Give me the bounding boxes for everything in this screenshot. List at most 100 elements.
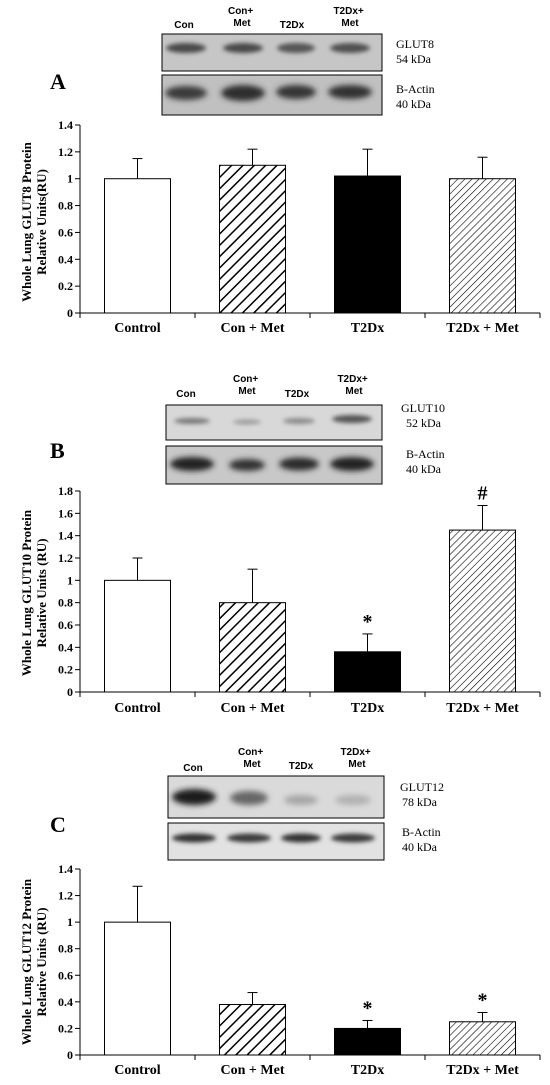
bar [334,1027,401,1056]
y-tick-label: 1.4 [58,118,73,132]
y-axis-label-line: Whole Lung GLUT12 Protein [19,878,34,1045]
blot-lane-label: T2Dx [280,20,305,31]
y-tick-label: 0.6 [58,968,73,982]
blot-target-kda: 78 kDa [402,795,438,809]
blot-bands-target [172,789,371,805]
panel-label-a: A [50,69,66,94]
y-tick-label: 0.4 [58,995,73,1009]
x-category-label: T2Dx [351,701,384,716]
blot-lane-label-line1: T2Dx+ [333,6,363,17]
x-category-label: T2Dx + Met [446,321,519,336]
y-axis-label: Whole Lung GLUT12 ProteinRelative Units … [19,878,49,1045]
bar [104,178,171,314]
blot-lane-label: Con [174,20,193,31]
significance-marker: * [363,997,373,1019]
western-blot-b: Con Con+ Met T2Dx T2Dx+ Met [165,374,445,485]
y-axis-label: Whole Lung GLUT10 ProteinRelative Units … [19,509,49,676]
blot-target-name: GLUT8 [396,37,434,51]
blot-lane-label: T2Dx+ Met [333,6,366,29]
y-tick-label: 1 [67,573,73,587]
blot-lane-label-line2: Met [345,386,363,397]
western-blot-c: Con Con+ Met T2Dx T2Dx+ Met [167,747,444,861]
y-axis-label-line: Relative Units (RU) [34,907,49,1016]
blot-bands-control [172,833,375,843]
y-tick-label: 1.4 [58,529,73,543]
blot-lane-label: Con [176,389,195,400]
x-category-label: Con + Met [221,701,285,716]
blot-lane-label: T2Dx [289,761,314,772]
y-tick-label: 1.8 [58,484,73,498]
bar [104,579,171,693]
y-tick-label: 0.6 [58,618,73,632]
blot-target-kda: 54 kDa [396,52,432,66]
panel-label-b: B [50,438,65,463]
y-tick-label: 0.8 [58,199,73,213]
blot-bands-control [165,85,372,101]
blot-lane-label: Con+ Met [238,747,266,770]
blot-lane-label-line1: Con+ [233,374,258,385]
blot-lane-label-line2: Met [243,759,261,770]
y-tick-label: 0.8 [58,942,73,956]
bar-chart-c: 0 0.2 0.4 0.6 0.8 1 1.2 1.4 Control Con + Met T2Dx… [19,862,541,1078]
blot-lane-label-line1: T2Dx+ [337,374,367,385]
significance-marker: * [478,989,488,1011]
y-axis-label-line: Whole Lung GLUT10 Protein [19,509,34,676]
blot-target-name: GLUT10 [401,401,445,415]
y-tick-label: 1.2 [58,145,73,159]
y-tick-label: 1 [67,172,73,186]
blot-target-name: GLUT12 [400,780,444,794]
bar [219,602,286,693]
blot-lane-label: T2Dx [285,389,310,400]
bar [219,164,286,314]
blot-bands-target [174,415,372,425]
x-category-label: Control [114,321,161,336]
panel-label-c: C [50,812,66,837]
blot-control-name: B-Actin [402,825,441,839]
blot-bands-control [170,457,374,471]
western-blot-a: Con Con+ Met T2Dx T2Dx+ Met [161,6,435,116]
y-tick-label: 1.4 [58,862,73,876]
x-category-label: T2Dx [351,321,384,336]
blot-lane-label-line2: Met [233,18,251,29]
blot-bands-target [166,43,370,53]
bar [334,651,401,693]
y-axis-label-line: Relative Units (RU) [34,538,49,647]
blot-lane-label-line2: Met [238,386,256,397]
y-tick-label: 0.4 [58,252,73,266]
y-tick-label: 0 [67,1048,73,1062]
blot-control-name: B-Actin [396,82,435,96]
blot-control-kda: 40 kDa [402,840,438,854]
bar [104,921,171,1056]
x-category-label: T2Dx + Met [446,701,519,716]
y-tick-label: 0.4 [58,640,73,654]
y-tick-label: 0.6 [58,225,73,239]
blot-lane-label: Con+ Met [233,374,261,397]
blot-control-kda: 40 kDa [396,97,432,111]
y-axis-label-line: Whole Lung GLUT8 Protein [19,141,34,302]
bar [449,178,516,314]
bar [449,529,516,693]
y-tick-label: 1.2 [58,889,73,903]
y-axis-label: Whole Lung GLUT8 ProteinRelative Units(R… [19,141,49,302]
y-tick-label: 1.6 [58,506,73,520]
bar-chart-b: 0 0.2 0.4 0.6 0.8 1 1.2 1.4 1.6 1.8 Control Con + M… [19,483,541,716]
panel-b: B Con Con+ Met T2Dx T2Dx+ Met [19,374,541,716]
bar [219,1004,286,1056]
blot-lane-label: Con+ Met [228,6,256,29]
blot-lane-label-line2: Met [348,759,366,770]
significance-marker: # [478,483,488,505]
y-tick-label: 0.2 [58,1021,73,1035]
blot-lane-label-line1: Con+ [238,747,263,758]
panel-c: C Con Con+ Met T2Dx T2Dx+ Met [19,747,541,1078]
y-tick-label: 0.8 [58,596,73,610]
y-tick-label: 1 [67,915,73,929]
y-tick-label: 0 [67,685,73,699]
panel-a: A Con Con+ Met T2Dx T2Dx+ Met [19,6,541,336]
blot-lane-label-line1: T2Dx+ [340,747,370,758]
blot-control-kda: 40 kDa [406,462,442,476]
blot-lane-label: Con [183,763,202,774]
x-category-label: Control [114,701,161,716]
blot-lane-label: T2Dx+ Met [340,747,373,770]
y-axis-label-line: Relative Units(RU) [34,169,49,275]
